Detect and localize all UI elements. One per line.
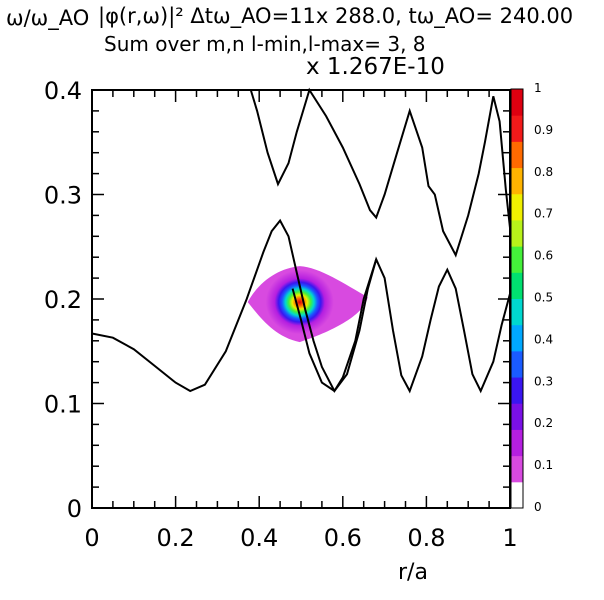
colorbar-swatch bbox=[511, 193, 523, 221]
y-tick-label: 0.1 bbox=[44, 391, 82, 419]
colorbar-tick-label: 0.6 bbox=[534, 249, 553, 263]
colorbar-swatch bbox=[511, 324, 523, 352]
chart-title: |φ(r,ω)|² Δtω_AO=11x 288.0, tω_AO= 240.0… bbox=[98, 4, 574, 28]
colorbar-frame bbox=[510, 88, 524, 509]
colorbar-swatch bbox=[511, 115, 523, 142]
y-axis-title: ω/ω_AO bbox=[6, 6, 90, 30]
colorbar-tick-label: 0.8 bbox=[534, 165, 553, 179]
continuum-curve-lower bbox=[91, 218, 511, 394]
colorbar-tick-label: 0 bbox=[534, 500, 542, 514]
scale-factor: x 1.267E-10 bbox=[306, 54, 445, 80]
colorbar-swatch bbox=[511, 429, 523, 457]
colorbar-tick-label: 1 bbox=[534, 81, 542, 95]
y-tick-label: 0.3 bbox=[44, 182, 82, 210]
colorbar-tick-label: 0.7 bbox=[534, 207, 553, 221]
colorbar-swatch bbox=[511, 350, 523, 378]
y-tick-label: 0.4 bbox=[44, 77, 82, 105]
continuum-curve-upper bbox=[249, 87, 511, 258]
colorbar-tick-label: 0.1 bbox=[534, 458, 553, 472]
x-tick-label: 0.6 bbox=[324, 524, 362, 552]
chart-subtitle: Sum over m,n l-min,l-max= 3, 8 bbox=[104, 32, 426, 56]
colorbar-tick-label: 0.4 bbox=[534, 332, 553, 346]
colorbar-swatch bbox=[511, 219, 523, 247]
x-axis-label: r/a bbox=[398, 560, 428, 585]
colorbar-swatch bbox=[511, 246, 523, 273]
colorbar-swatch bbox=[511, 403, 523, 430]
y-tick-label: 0.2 bbox=[44, 286, 82, 314]
colorbar-tick-label: 0.9 bbox=[534, 123, 553, 137]
x-tick-label: 0 bbox=[84, 524, 99, 552]
colorbar-swatch bbox=[511, 377, 523, 404]
colorbar-tick-label: 0.5 bbox=[534, 291, 553, 305]
colorbar-swatch bbox=[511, 455, 523, 483]
colorbar-swatch bbox=[511, 272, 523, 299]
colorbar-tick-label: 0.2 bbox=[534, 416, 553, 430]
colorbar-swatch bbox=[511, 141, 523, 169]
colorbar-swatch bbox=[511, 481, 523, 509]
y-tick-label: 0 bbox=[67, 495, 82, 523]
x-tick-label: 0.2 bbox=[157, 524, 195, 552]
continuum-curve-lower-dip bbox=[291, 258, 378, 393]
heatmap-hotspot bbox=[265, 270, 334, 335]
colorbar-swatch bbox=[511, 89, 523, 116]
x-tick-label: 0.4 bbox=[240, 524, 278, 552]
colorbar-tick-label: 0.3 bbox=[534, 374, 553, 388]
colorbar-swatch bbox=[511, 167, 523, 195]
x-tick-label: 1 bbox=[502, 524, 517, 552]
x-tick-label: 0.8 bbox=[407, 524, 445, 552]
colorbar-swatch bbox=[511, 298, 523, 326]
